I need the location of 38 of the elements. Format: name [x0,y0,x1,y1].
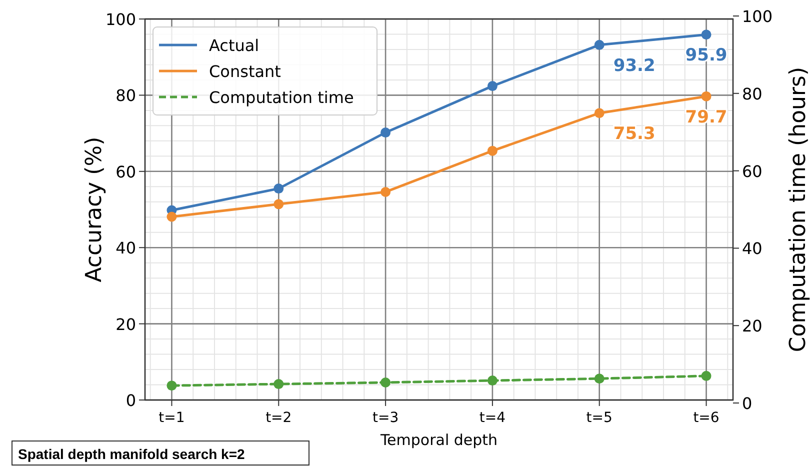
x-tick-label: t=3 [372,410,399,426]
point [380,186,391,197]
point [380,128,391,138]
data-label: 93.2 [613,56,656,76]
point [701,91,712,102]
x-tick-label: t=6 [693,410,720,426]
x-tick-label: t=5 [586,410,612,426]
y-tick-label: 0 [126,391,136,410]
y2-axis-title: Computation time (hours) [786,66,810,352]
x-tick-label: t=2 [266,410,292,426]
y-tick-label: 100 [105,10,136,29]
legend-label: Constant [209,62,281,81]
legend-label: Computation time [209,88,354,107]
point [166,212,177,222]
x-axis-title: Temporal depth [379,431,498,449]
point [594,108,604,118]
point [594,40,604,50]
y2-tick-label: 100 [742,7,773,26]
y2-tick-label: 60 [742,162,762,181]
y-tick-label: 80 [116,86,136,106]
point [487,146,498,156]
y-tick-label: 20 [116,314,136,334]
text: Spatial depth manifold search k=2 [18,446,246,462]
x-tick-label: t=4 [479,410,506,426]
y-axis-title: Accuracy (%) [82,136,107,282]
y-tick-label: 60 [116,162,136,182]
y2-tick-label: 0 [742,394,752,413]
point [487,81,498,92]
y-tick-label: 40 [116,238,136,258]
point [274,199,284,210]
data-label: 75.3 [613,124,656,144]
legend-label: Actual [209,36,260,55]
point [274,184,284,194]
y2-tick-label: 80 [742,84,762,104]
point [701,30,712,40]
y2-tick-label: 40 [742,239,762,258]
x-tick-label: t=1 [158,410,185,426]
y2-tick-label: 20 [742,316,762,336]
